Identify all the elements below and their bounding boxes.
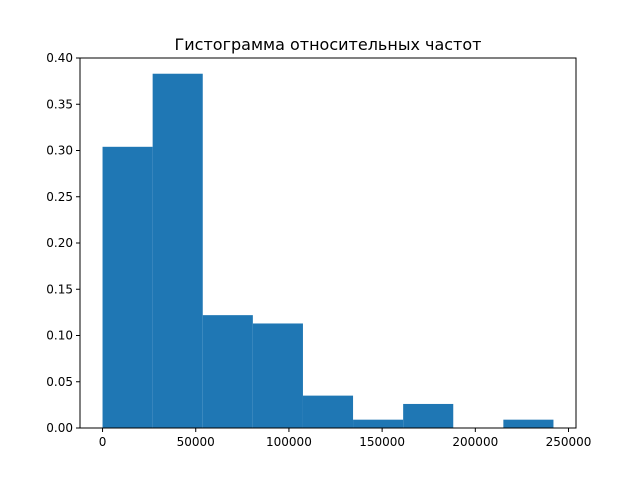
x-tick-label: 200000 bbox=[452, 435, 498, 449]
histogram-bar bbox=[152, 73, 203, 428]
x-axis-ticks: 0 50000 100000 150000 200000 250000 bbox=[99, 428, 592, 449]
y-tick-label: 0.05 bbox=[46, 375, 73, 389]
x-tick-label: 250000 bbox=[546, 435, 592, 449]
histogram-bar bbox=[102, 146, 153, 429]
bars-group bbox=[102, 73, 554, 429]
x-tick-label: 50000 bbox=[177, 435, 215, 449]
x-tick-label: 0 bbox=[99, 435, 107, 449]
y-tick-label: 0.30 bbox=[46, 144, 73, 158]
y-tick-label: 0.00 bbox=[46, 421, 73, 435]
chart-title: Гистограмма относительных частот bbox=[175, 35, 482, 54]
x-tick-label: 100000 bbox=[266, 435, 312, 449]
histogram-bar bbox=[353, 419, 404, 428]
histogram-bar bbox=[302, 395, 354, 428]
histogram-bar bbox=[503, 419, 554, 428]
y-tick-label: 0.20 bbox=[46, 236, 73, 250]
y-tick-label: 0.35 bbox=[46, 97, 73, 111]
y-tick-label: 0.40 bbox=[46, 51, 73, 65]
y-axis-ticks: 0.00 0.05 0.10 0.15 0.20 0.25 0.30 0.35 0.40 bbox=[46, 51, 80, 435]
axes-frame bbox=[79, 57, 577, 429]
x-tick-label: 150000 bbox=[359, 435, 405, 449]
y-tick-label: 0.25 bbox=[46, 190, 73, 204]
histogram-bar bbox=[403, 403, 454, 428]
y-tick-label: 0.15 bbox=[46, 282, 73, 296]
histogram-bar bbox=[202, 315, 253, 428]
histogram-bar bbox=[252, 323, 303, 428]
y-tick-label: 0.10 bbox=[46, 329, 73, 343]
